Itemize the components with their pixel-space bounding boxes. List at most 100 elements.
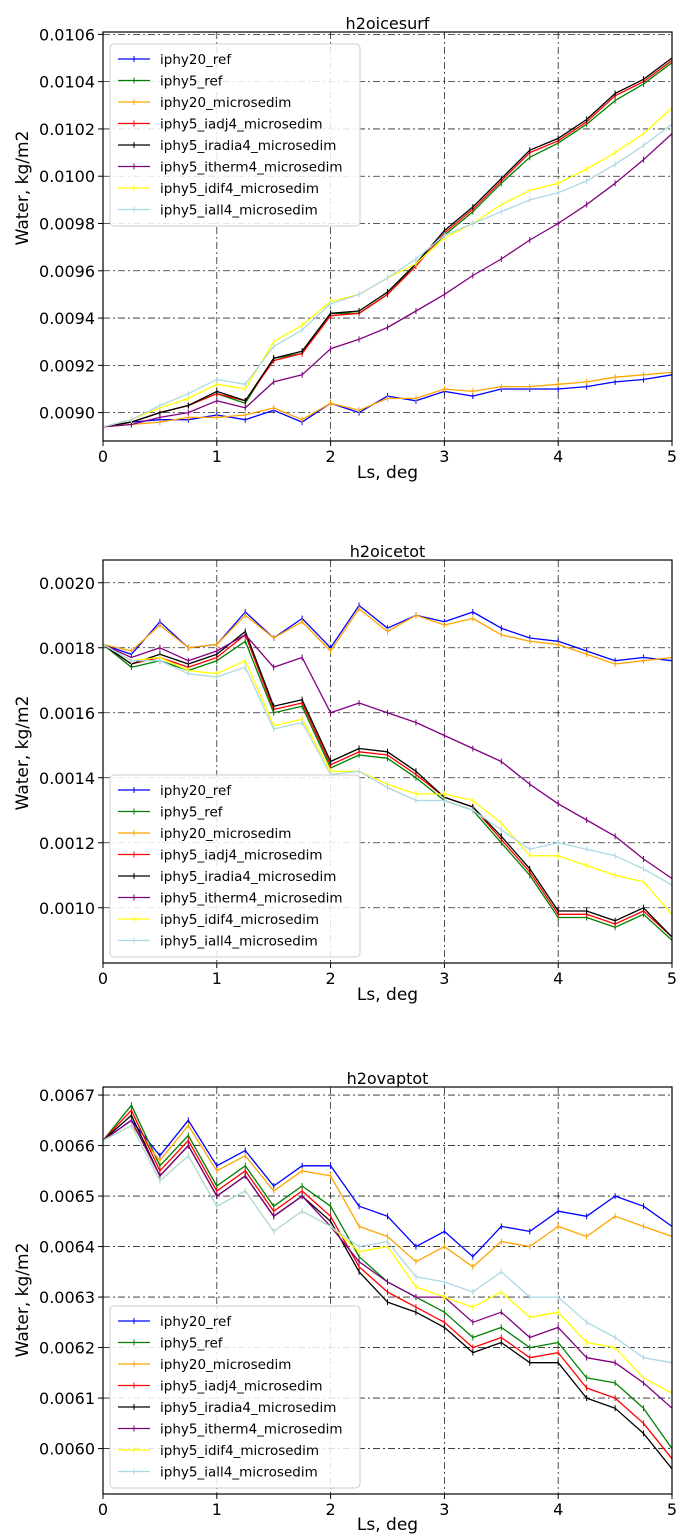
series-iphy5_itherm4_microsedim [103,1117,672,1412]
legend-label: iphy5_itherm4_microsedim [160,160,343,176]
x-tick-label: 2 [326,447,336,466]
legend-label: iphy5_ref [160,805,224,821]
x-tick-label: 4 [553,1500,563,1519]
y-tick-label: 0.0061 [39,1389,95,1408]
legend-label: iphy5_idif4_microsedim [160,912,319,928]
ticks: 0 1 2 3 4 5 0.0060 0.0061 0.0062 0.0063 0.0064 0.00… [39,1086,677,1519]
x-axis-label: Ls, deg [357,1515,418,1535]
legend-item: iphy5_itherm4_microsedim [118,891,343,907]
legend-item: iphy5_iadj4_microsedim [118,117,323,133]
x-tick-label: 2 [326,969,336,988]
legend-item: iphy5_iall4_microsedim [118,934,318,950]
x-tick-label: 5 [667,447,677,466]
chart-title: h2oicetot [350,542,426,561]
chart-title: h2ovaptot [347,1069,429,1088]
y-tick-label: 0.0018 [39,639,95,658]
y-tick-label: 0.0092 [39,356,95,375]
series-iphy20_ref [103,1117,672,1260]
y-tick-label: 0.0060 [39,1440,95,1459]
y-tick-label: 0.0065 [39,1187,95,1206]
y-tick-label: 0.0102 [39,120,95,139]
series-iphy5_iadj4_microsedim [103,1107,672,1462]
legend-label: iphy5_iall4_microsedim [160,934,318,950]
legend-label: iphy5_iall4_microsedim [160,1465,318,1481]
legend-item: iphy20_microsedim [118,1357,291,1373]
legend-item: iphy5_iradia4_microsedim [118,869,336,885]
legend-item: iphy5_iadj4_microsedim [118,848,323,864]
y-tick-label: 0.0012 [39,834,95,853]
legend-item: iphy5_iradia4_microsedim [118,138,336,154]
chart-title: h2oicesurf [346,14,430,33]
legend-label: iphy5_ref [160,1336,224,1352]
legend-label: iphy20_microsedim [160,1357,291,1373]
series-iphy20_microsedim [103,1122,672,1270]
y-tick-label: 0.0010 [39,899,95,918]
x-tick-label: 3 [439,447,449,466]
series-iphy5_itherm4_microsedim [103,130,672,430]
y-tick-label: 0.0104 [39,73,95,92]
plot-frame [102,1086,673,1495]
legend-item: iphy5_idif4_microsedim [118,1443,319,1459]
y-tick-label: 0.0062 [39,1339,95,1358]
y-tick-label: 0.0096 [39,262,95,281]
legend-label: iphy5_idif4_microsedim [160,1443,319,1459]
legend-label: iphy5_idif4_microsedim [160,181,319,197]
legend-box [109,43,361,227]
y-tick-label: 0.0090 [39,404,95,423]
legend-item: iphy5_iadj4_microsedim [118,1379,323,1395]
subplot-h2oicetot: h2oicetot Water, kg/m2 Ls, deg 0 1 2 3 4 5 0.0… [13,542,677,1005]
legend-label: iphy5_ref [160,74,224,90]
legend-label: iphy20_microsedim [160,95,291,111]
series-iphy5_iall4_microsedim [103,1122,672,1366]
x-tick-label: 0 [98,447,108,466]
x-tick-label: 5 [667,1500,677,1519]
x-tick-label: 3 [439,1500,449,1519]
x-axis-label: Ls, deg [357,463,418,483]
x-axis-label: Ls, deg [357,985,418,1005]
legend-label: iphy5_iall4_microsedim [160,203,318,219]
legend-item: iphy20_ref [118,783,232,799]
legend-label: iphy20_ref [160,52,232,68]
x-tick-label: 5 [667,969,677,988]
legend-label: iphy5_iadj4_microsedim [160,848,323,864]
y-tick-label: 0.0066 [39,1137,95,1156]
legend-label: iphy5_itherm4_microsedim [160,891,343,907]
y-tick-label: 0.0100 [39,167,95,186]
legend: iphy20_ref iphy5_ref iphy20_microsedimiphy… [109,43,361,227]
series-iphy20_microsedim [103,605,672,667]
legend-label: iphy5_iradia4_microsedim [160,1400,336,1416]
y-tick-label: 0.0067 [39,1086,95,1105]
legend-item: iphy5_ref [118,1336,224,1352]
y-tick-label: 0.0014 [39,769,95,788]
legend: iphy20_ref iphy5_ref iphy20_microsedimiphy… [109,1305,361,1489]
legend-label: iphy5_itherm4_microsedim [160,1422,343,1438]
legend-item: iphy5_itherm4_microsedim [118,1422,343,1438]
y-tick-label: 0.0098 [39,214,95,233]
legend-label: iphy5_iadj4_microsedim [160,1379,323,1395]
y-tick-label: 0.0063 [39,1288,95,1307]
legend-label: iphy5_iradia4_microsedim [160,138,336,154]
x-tick-label: 3 [439,969,449,988]
y-axis-label: Water, kg/m2 [13,696,33,811]
x-tick-label: 2 [326,1500,336,1519]
legend-item: iphy20_microsedim [118,95,291,111]
legend-item: iphy20_ref [118,52,232,68]
y-tick-label: 0.0020 [39,574,95,593]
legend-item: iphy5_ref [118,74,224,90]
plot-frame [102,31,673,442]
series-group [103,602,672,944]
legend-label: iphy20_ref [160,1314,232,1330]
series-group [103,1102,672,1472]
legend-label: iphy5_iadj4_microsedim [160,117,323,133]
x-tick-label: 4 [553,969,563,988]
legend-item: iphy5_idif4_microsedim [118,181,319,197]
plot-frame [102,559,673,964]
ticks: 0 1 2 3 4 5 0.0010 0.0012 0.0014 0.0016 0.0018 0.00… [39,574,677,988]
subplot-h2ovaptot: h2ovaptot Water, kg/m2 Ls, deg 0 1 2 3 4 5 0.0… [13,1069,677,1535]
legend-item: iphy5_ref [118,805,224,821]
series-group [103,55,672,430]
ticks: 0 1 2 3 4 5 0.0090 0.0092 0.0094 0.0096 0.0098 0.01… [39,25,677,466]
legend-item: iphy5_iall4_microsedim [118,1465,318,1481]
x-tick-label: 1 [212,1500,222,1519]
